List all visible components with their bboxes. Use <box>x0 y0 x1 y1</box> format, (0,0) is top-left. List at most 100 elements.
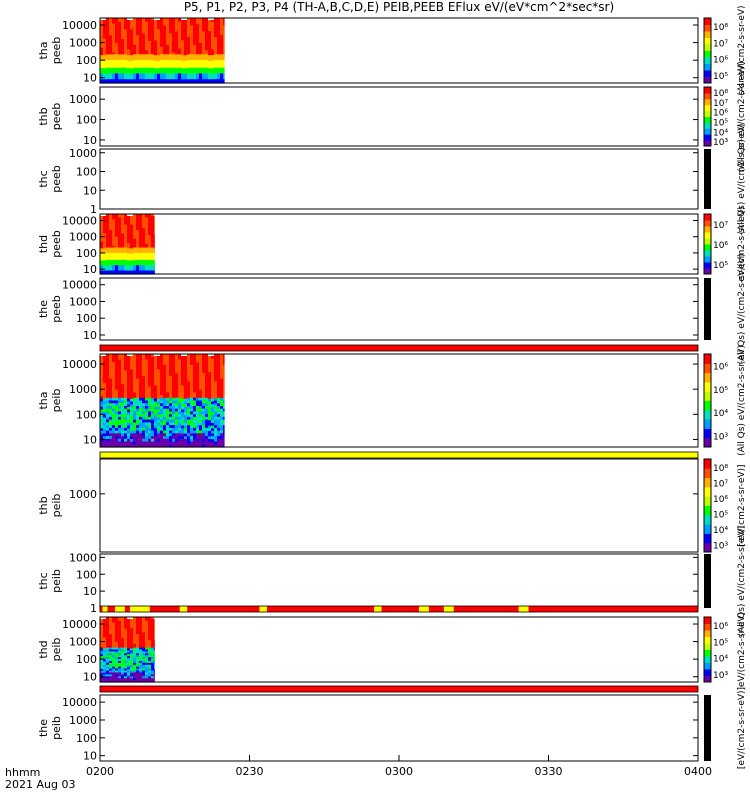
spectrogram-cell <box>148 65 151 69</box>
spectrogram-cell <box>214 19 217 23</box>
spectrogram-cell <box>217 438 220 443</box>
spectrogram-cell <box>136 362 139 366</box>
spectrogram-cell <box>190 389 193 393</box>
spectrogram-cell <box>103 222 106 226</box>
spectrogram-cell <box>136 240 139 243</box>
spectrogram-cell <box>148 48 151 52</box>
spectrogram-cell <box>193 40 196 44</box>
spectrogram-cell <box>154 239 155 243</box>
spectrogram-cell <box>127 20 130 23</box>
spectrogram-cell <box>166 81 169 84</box>
spectrogram-cell <box>172 427 175 432</box>
spectrogram-cell <box>178 69 181 73</box>
spectrogram-cell <box>118 73 121 76</box>
spectrogram-cell <box>154 439 157 443</box>
spectrogram-cell <box>214 46 217 50</box>
spectrogram-cell <box>154 393 157 397</box>
spectrogram-cell <box>103 624 106 628</box>
spectrogram-cell <box>136 79 139 82</box>
spectrogram-cell <box>154 233 155 236</box>
spectrogram-cell <box>178 430 181 434</box>
spectrogram-cell <box>214 436 217 440</box>
spectrogram-cell <box>136 649 139 652</box>
spectrogram-cell <box>124 219 127 222</box>
spectrogram-cell <box>121 378 124 382</box>
y-tick-label: 100 <box>76 166 97 179</box>
spectrogram-cell <box>118 639 121 643</box>
spectrogram-cell <box>145 403 148 407</box>
spectrogram-cell <box>163 25 166 29</box>
spectrogram-cell <box>181 44 184 47</box>
spectrogram-cell <box>223 384 225 388</box>
spectrogram-cell <box>223 71 225 74</box>
spectrogram-cell <box>115 219 118 222</box>
spectrogram-cell <box>106 400 109 404</box>
spectrogram-cell <box>199 444 202 448</box>
spectrogram-cell <box>169 27 172 31</box>
spectrogram-cell <box>127 270 130 273</box>
spectrogram-cell <box>121 268 124 272</box>
spectrogram-cell <box>103 42 106 45</box>
spectrogram-cell <box>214 411 217 415</box>
panel-ylabel-probe: thd <box>37 235 50 253</box>
spectrogram-cell <box>118 676 121 679</box>
spectrogram-cell <box>130 263 133 267</box>
spectrogram-cell <box>166 60 169 63</box>
spectrogram-cell <box>187 19 190 23</box>
spectrogram-cell <box>121 626 124 630</box>
spectrogram-cell <box>130 255 133 258</box>
spectrogram-cell <box>148 39 151 42</box>
spectrogram-cell <box>133 50 136 53</box>
spectrogram-cell <box>217 18 220 21</box>
spectrogram-cell <box>190 381 193 385</box>
spectrogram-cell <box>127 425 130 429</box>
spectrogram-cell <box>166 430 169 434</box>
spectrogram-cell <box>109 617 112 620</box>
spectrogram-cell <box>115 375 118 380</box>
spectrogram-cell <box>103 66 106 69</box>
spectrogram-cell <box>121 65 124 69</box>
spectrogram-cell <box>196 44 199 48</box>
spectrogram-cell <box>115 228 118 231</box>
spectrogram-cell <box>130 377 133 381</box>
spectrogram-cell <box>205 67 208 71</box>
spectrogram-cell <box>154 670 155 674</box>
spectrogram-cell <box>217 31 220 34</box>
spectrogram-cell <box>109 444 112 448</box>
spectrogram-cell <box>136 224 139 227</box>
spectrogram-cell <box>157 372 160 376</box>
spectrogram-cell <box>136 416 139 421</box>
spectrogram-cell <box>181 422 184 427</box>
spectrogram-cell <box>133 235 136 238</box>
spectrogram-cell <box>130 236 133 239</box>
spectrogram-cell <box>157 382 160 387</box>
spectrogram-cell <box>136 54 139 57</box>
spectrogram-cell <box>103 428 106 432</box>
spectrogram-cell <box>103 441 106 445</box>
spectrogram-cell <box>169 69 172 73</box>
spectrogram-cell <box>106 265 109 268</box>
spectrogram-cell <box>217 384 220 388</box>
spectrogram-cell <box>202 364 205 369</box>
spectrogram-cell <box>199 364 202 369</box>
spectrogram-cell <box>106 229 109 233</box>
spectrogram-cell <box>160 419 163 423</box>
spectrogram-cell <box>127 665 130 668</box>
spectrogram-cell <box>199 414 202 418</box>
spectrogram-cell <box>136 628 139 631</box>
spectrogram-cell <box>142 75 145 78</box>
spectrogram-cell <box>130 639 133 642</box>
spectrogram-cell <box>211 29 214 32</box>
spectrogram-cell <box>124 231 127 234</box>
spectrogram-cell <box>127 676 130 679</box>
spectrogram-cell <box>151 256 154 259</box>
spectrogram-cell <box>139 666 142 670</box>
spectrogram-cell <box>136 35 139 38</box>
spectrogram-cell <box>214 63 217 67</box>
spectrogram-cell <box>217 48 220 52</box>
spectrogram-cell <box>205 18 208 21</box>
spectrogram-cell <box>118 46 121 50</box>
spectrogram-cell <box>190 367 193 371</box>
spectrogram-cell <box>214 425 217 429</box>
spectrogram-cell <box>142 626 145 630</box>
